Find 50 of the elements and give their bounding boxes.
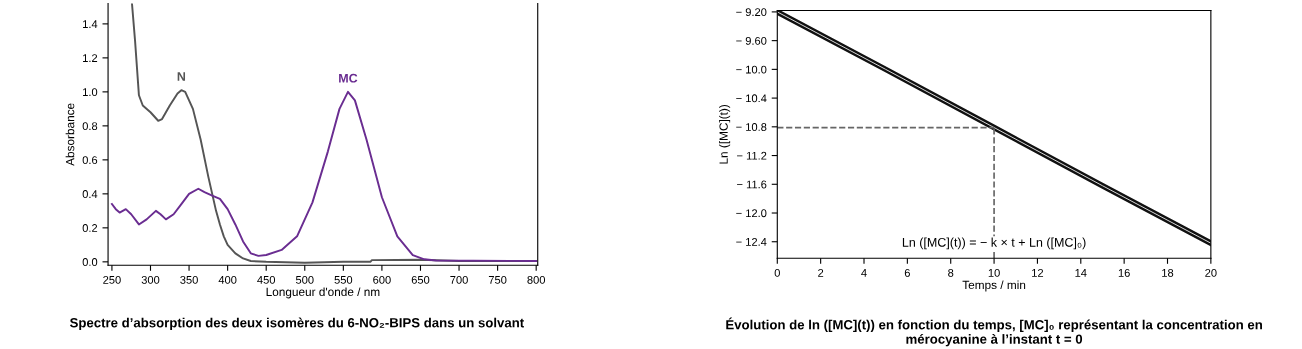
y-tick-label: 0.8 (82, 122, 98, 130)
x-tick-label: 750 (488, 275, 507, 284)
y-tick-label: 1.2 (83, 54, 98, 62)
y-tick-label: 1.4 (83, 20, 98, 28)
x-tick-label: 18 (1162, 268, 1174, 277)
x-tick-label: 12 (1032, 268, 1044, 277)
y-tick-label: 1.0 (83, 88, 98, 97)
x-tick-label: 550 (334, 275, 353, 284)
x-tick-label: 600 (373, 275, 391, 284)
y-tick-label: 0.0 (82, 258, 98, 266)
x-tick-label: 350 (180, 275, 198, 284)
x-tick-label: 300 (141, 275, 160, 284)
x-tick-label: 6 (904, 268, 910, 277)
y-tick-label: 0.6 (82, 156, 98, 164)
x-tick-label: 20 (1205, 268, 1217, 277)
y-tick-label: − 12.4 (736, 238, 767, 246)
x-tick-label: 2 (818, 268, 824, 277)
x-tick-label: 650 (411, 275, 430, 284)
y-tick-label: − 10.0 (736, 65, 767, 74)
x-tick-label: 8 (948, 268, 954, 277)
text: Spectre d’absorption des deux isomères du 6-NO₂-BIPS dans un solvant (69, 317, 524, 331)
x-tick-label: 0 (774, 268, 780, 277)
x-tick-label: 500 (295, 275, 314, 284)
y-tick-label: − 10.4 (736, 94, 767, 103)
y-axis-title: Ln ([MC](t)) (719, 104, 731, 164)
y-tick-label: − 9.60 (736, 36, 767, 45)
x-tick-label: 10 (988, 268, 1000, 277)
y-axis-title: Absorbance (65, 103, 75, 166)
y-tick-label: − 11.6 (737, 180, 767, 189)
series-label: N (177, 72, 186, 81)
text: Évolution de ln ([MC](t)) en fonction du temps, [MC]₀ représentant la concentration en mérocyanine à l’instant t = 0 (726, 317, 1262, 347)
y-tick-label: − 11.2 (737, 151, 767, 160)
x-axis-title: Longueur d'onde / nm (266, 287, 380, 299)
y-tick-label: − 12.0 (736, 209, 767, 218)
y-tick-label: 0.4 (82, 190, 98, 198)
line-series (110, 90, 538, 262)
x-tick-label: 800 (527, 275, 546, 284)
series-label: MC (339, 73, 358, 83)
y-tick-label: − 10.8 (736, 123, 767, 131)
x-tick-label: 250 (103, 275, 121, 284)
x-tick-label: 16 (1118, 268, 1130, 277)
x-tick-label: 4 (861, 269, 867, 277)
x-axis-title: Temps / min (962, 280, 1026, 292)
x-tick-label: 450 (257, 275, 276, 284)
y-tick-label: 0.2 (82, 224, 98, 232)
x-tick-label: 400 (218, 275, 237, 284)
x-tick-label: 700 (450, 275, 468, 284)
x-tick-label: 14 (1075, 269, 1087, 277)
y-tick-label: − 9.20 (736, 8, 767, 17)
annotation: Ln ([MC](t)) = − k × t + Ln ([MC]₀) (902, 237, 1086, 250)
